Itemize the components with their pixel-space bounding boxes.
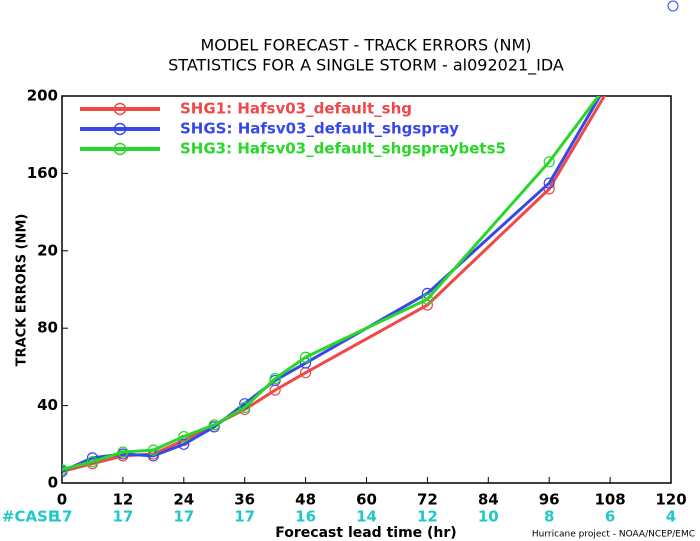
y-tick-label: 40 bbox=[37, 396, 58, 414]
legend-label: SHG3: Hafsv03_default_shgspraybets5 bbox=[180, 140, 506, 158]
case-count: 16 bbox=[295, 508, 316, 526]
legend-marker bbox=[113, 142, 127, 156]
legend-label: SHGS: Hafsv03_default_shgspray bbox=[180, 120, 459, 138]
y-tick-label: 160 bbox=[27, 164, 58, 182]
legend-label: SHG1: Hafsv03_default_shg bbox=[180, 100, 412, 118]
x-tick-label: 60 bbox=[356, 491, 377, 509]
plot-area bbox=[62, 74, 615, 477]
legend-marker bbox=[113, 122, 127, 136]
case-count: 17 bbox=[173, 508, 194, 526]
point bbox=[178, 438, 190, 450]
point bbox=[239, 401, 251, 414]
case-count: 4 bbox=[666, 508, 676, 526]
case-count: 8 bbox=[544, 508, 554, 526]
x-tick-label: 24 bbox=[173, 491, 194, 509]
y-axis-label: TRACK ERRORS (NM) bbox=[15, 214, 30, 367]
chart-subtitle: STATISTICS FOR A SINGLE STORM - al092021… bbox=[168, 56, 564, 76]
x-tick-label: 120 bbox=[655, 491, 686, 509]
point bbox=[300, 351, 312, 363]
point bbox=[178, 430, 190, 443]
corner-icon bbox=[667, 0, 679, 12]
point bbox=[421, 293, 433, 305]
series-line bbox=[62, 96, 602, 473]
case-count: 17 bbox=[52, 508, 73, 526]
point bbox=[147, 444, 159, 456]
x-tick-label: 36 bbox=[234, 491, 255, 509]
x-tick-label: 0 bbox=[57, 491, 67, 509]
y-tick-label: 200 bbox=[27, 87, 58, 105]
point bbox=[62, 463, 68, 476]
point bbox=[605, 76, 615, 86]
x-tick-label: 84 bbox=[478, 491, 499, 509]
case-count: 17 bbox=[234, 508, 255, 526]
point bbox=[269, 372, 281, 385]
point bbox=[543, 156, 555, 168]
point bbox=[208, 419, 220, 431]
case-count: 17 bbox=[112, 508, 133, 526]
x-tick-label: 48 bbox=[295, 491, 316, 509]
x-tick-label: 96 bbox=[539, 491, 560, 509]
point bbox=[86, 456, 99, 468]
x-tick-label: 72 bbox=[417, 491, 438, 509]
y-tick-label: 80 bbox=[37, 319, 58, 337]
case-label: #CASE bbox=[2, 508, 58, 526]
x-tick-label: 108 bbox=[594, 491, 625, 509]
case-count: 14 bbox=[356, 508, 377, 526]
x-tick-label: 12 bbox=[112, 491, 133, 509]
point bbox=[605, 81, 615, 91]
footer: Hurricane project - NOAA/NCEP/EMC bbox=[532, 530, 695, 540]
y-tick-label: 20 bbox=[37, 241, 58, 259]
point bbox=[117, 446, 129, 458]
case-count: 6 bbox=[605, 508, 615, 526]
chart-title: MODEL FORECAST - TRACK ERRORS (NM) bbox=[200, 36, 531, 55]
case-count: 12 bbox=[417, 508, 438, 526]
point bbox=[605, 74, 615, 84]
point bbox=[543, 177, 555, 189]
case-count: 10 bbox=[478, 508, 499, 526]
legend-marker bbox=[113, 102, 127, 116]
x-axis-label: Forecast lead time (hr) bbox=[275, 525, 456, 541]
y-tick-label: 0 bbox=[48, 474, 58, 492]
